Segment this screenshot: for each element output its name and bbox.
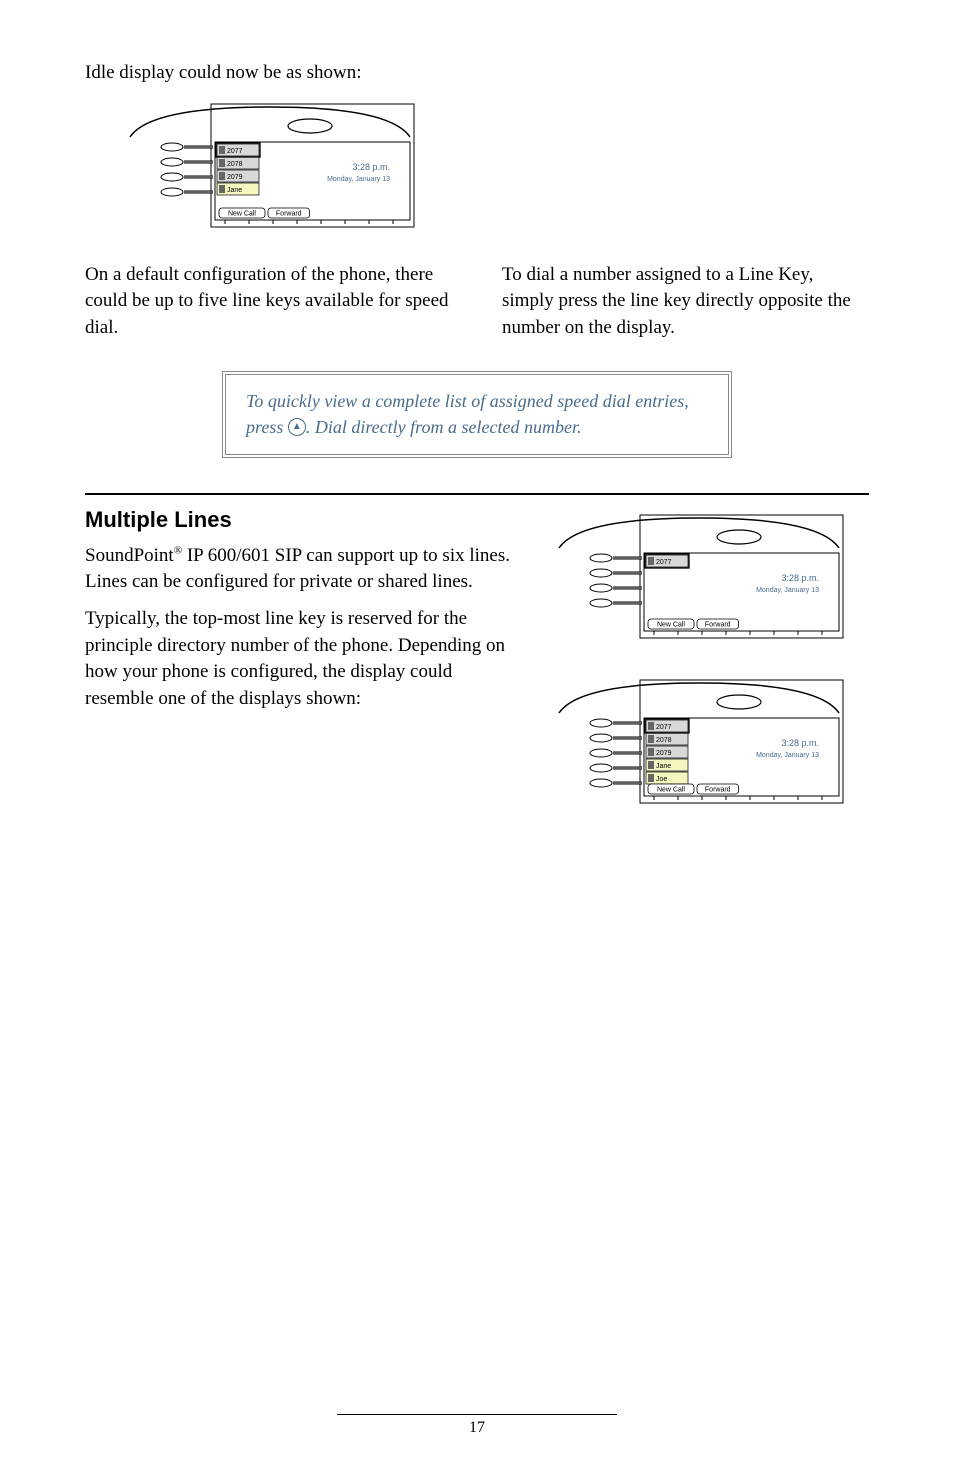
svg-text:New Call: New Call (657, 621, 685, 628)
svg-text:3:28 p.m.: 3:28 p.m. (781, 738, 819, 748)
svg-text:Monday, January 13: Monday, January 13 (756, 587, 819, 594)
svg-text:Jane: Jane (656, 763, 671, 770)
svg-text:2079: 2079 (656, 750, 672, 757)
svg-text:3:28 p.m.: 3:28 p.m. (781, 573, 819, 583)
tip-callout-box: To quickly view a complete list of assig… (222, 371, 732, 457)
svg-text:Joe: Joe (656, 776, 667, 783)
phone-diagram-3: 2077 2078 2079 Jane Joe 3:28 p.m. Monday, Janu… (549, 678, 869, 818)
svg-text:2078: 2078 (227, 161, 243, 168)
right-column-text: To dial a number assigned to a Line Key,… (502, 262, 869, 342)
phone-diagram-1: 2077 2078 2079 Jane 3:28 p.m. Monday, January… (120, 102, 869, 237)
svg-text:Monday, January 13: Monday, January 13 (327, 176, 390, 183)
svg-text:Jane: Jane (227, 187, 242, 194)
page-number: 17 (0, 1414, 954, 1437)
svg-text:3:28 p.m.: 3:28 p.m. (352, 162, 390, 172)
svg-text:2077: 2077 (227, 148, 243, 155)
svg-text:2077: 2077 (656, 559, 672, 566)
up-arrow-icon: ▲ (288, 418, 306, 436)
svg-text:Forward: Forward (705, 621, 731, 628)
section-p2: Typically, the top-most line key is rese… (85, 606, 519, 712)
svg-text:2079: 2079 (227, 174, 243, 181)
left-column-text: On a default configuration of the phone,… (85, 262, 452, 342)
intro-paragraph: Idle display could now be as shown: (85, 60, 869, 87)
brand-name: SoundPoint (85, 545, 174, 566)
svg-text:New Call: New Call (228, 210, 256, 217)
svg-text:2077: 2077 (656, 724, 672, 731)
phone-diagram-2: 2077 3:28 p.m. Monday, January 13 New Call F… (549, 513, 869, 653)
svg-text:2078: 2078 (656, 737, 672, 744)
svg-text:Forward: Forward (705, 786, 731, 793)
svg-text:Forward: Forward (276, 210, 302, 217)
tip-text-part2: . Dial directly from a selected number. (306, 417, 582, 437)
section-body-text: SoundPoint® IP 600/601 SIP can support u… (85, 543, 519, 723)
svg-text:New Call: New Call (657, 786, 685, 793)
registered-symbol: ® (174, 544, 182, 556)
section-divider (85, 493, 869, 495)
svg-text:Monday, January 13: Monday, January 13 (756, 752, 819, 759)
